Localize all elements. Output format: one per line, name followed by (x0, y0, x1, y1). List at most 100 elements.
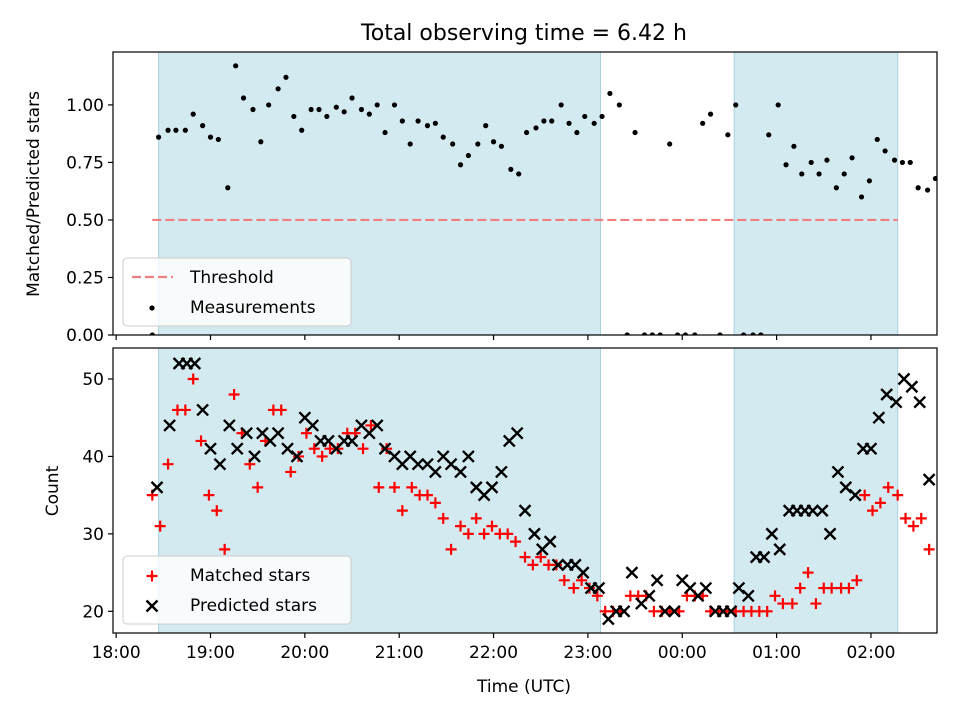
measurement-point (523, 129, 530, 136)
chart-title: Total observing time = 6.42 h (360, 21, 687, 46)
matched-star-point (437, 512, 449, 524)
matched-star-point (429, 497, 441, 509)
predicted-star-point (576, 566, 590, 579)
measurement-point (750, 332, 756, 335)
matched-star-point (568, 582, 580, 594)
measurement-point (349, 95, 355, 101)
predicted-star-point (213, 457, 227, 471)
matched-star-point (867, 505, 879, 517)
measurement-point (308, 106, 314, 113)
predicted-star-point (248, 450, 261, 463)
predicted-star-point (518, 504, 532, 517)
matched-star-point (777, 598, 789, 610)
measurement-point (382, 129, 388, 136)
measurement-point (624, 332, 630, 335)
matched-star-point (470, 512, 482, 524)
legend-box (122, 555, 352, 625)
measurement-point (324, 113, 330, 120)
measurement-point (156, 134, 162, 140)
matched-star-point (826, 582, 838, 594)
matched-star-point (794, 582, 806, 594)
predicted-star-point (831, 465, 845, 479)
matched-star-point (455, 520, 467, 532)
matched-star-point (519, 551, 531, 563)
matched-star-point (859, 489, 871, 501)
measurement-point (508, 166, 514, 172)
predicted-star-point (528, 527, 541, 541)
predicted-star-point (510, 426, 524, 440)
predicted-star-point (196, 403, 209, 417)
measurement-point (190, 111, 196, 117)
predicted-star-point (806, 504, 820, 517)
measurement-point (924, 187, 931, 193)
y-tick-label: 30 (82, 525, 104, 545)
measurement-point (399, 118, 405, 124)
measurement-point (541, 118, 547, 124)
measurement-point (440, 134, 446, 140)
matched-star-point (211, 505, 223, 517)
predicted-star-point (872, 411, 886, 425)
measurement-point (283, 74, 289, 80)
matched-star-point (187, 373, 199, 385)
predicted-star-point (913, 395, 927, 409)
matched-star-point (486, 520, 498, 532)
legend-measurements-swatch (149, 305, 155, 311)
legend-predicted-swatch (145, 599, 159, 613)
matched-star-point (396, 505, 408, 517)
y-tick-label: 20 (82, 602, 104, 622)
x-tick-label: 00:00 (658, 643, 707, 663)
x-tick-label: 23:00 (563, 643, 612, 663)
measurement-point (483, 123, 489, 129)
measurement-point (450, 141, 456, 147)
measurement-point (291, 113, 297, 120)
measurement-point (165, 127, 171, 133)
matched-star-point (923, 543, 935, 555)
measurement-point (316, 106, 322, 113)
matched-star-point (195, 435, 207, 447)
matched-star-point (422, 489, 434, 501)
measurement-point (607, 90, 613, 97)
measurement-point (799, 171, 805, 177)
measurement-point (207, 134, 214, 140)
predicted-star-point (617, 604, 631, 618)
y-tick-label: 0.75 (66, 153, 104, 173)
matched-star-point (810, 598, 822, 610)
x-tick-label: 02:00 (846, 643, 895, 663)
matched-star-point (219, 543, 231, 555)
measurement-point (374, 102, 380, 108)
measurement-point (299, 127, 305, 133)
legend-label: Threshold (189, 268, 274, 288)
predicted-star-point (306, 419, 320, 432)
y-tick-label: 50 (82, 370, 104, 390)
matched-star-point (591, 590, 603, 602)
matched-star-point (308, 443, 320, 455)
x-tick-label: 21:00 (375, 643, 424, 663)
predicted-star-point (773, 543, 787, 556)
legend-matched-swatch (146, 570, 158, 582)
measurement-point (173, 127, 179, 133)
measurement-point (816, 171, 822, 177)
measurement-point (424, 123, 431, 129)
matched-star-point (882, 481, 894, 493)
measurement-point (358, 106, 365, 113)
predicted-star-point (150, 481, 164, 494)
measurement-point (490, 139, 497, 145)
matched-star-point (892, 489, 904, 501)
measurement-point (333, 104, 339, 110)
measurement-point (899, 159, 906, 166)
matched-star-point (502, 528, 514, 540)
matched-star-point (357, 443, 369, 455)
matched-star-point (535, 551, 547, 563)
measurement-point (766, 132, 772, 138)
measurement-point (907, 159, 913, 166)
measurement-point (475, 141, 481, 147)
matched-star-point (252, 481, 264, 493)
measurement-point (824, 157, 830, 163)
predicted-star-point (864, 442, 878, 456)
measurement-point (674, 332, 681, 335)
predicted-star-point (724, 604, 738, 618)
matched-star-point (300, 427, 312, 439)
matched-star-point (907, 520, 919, 532)
measurement-point (740, 332, 747, 335)
